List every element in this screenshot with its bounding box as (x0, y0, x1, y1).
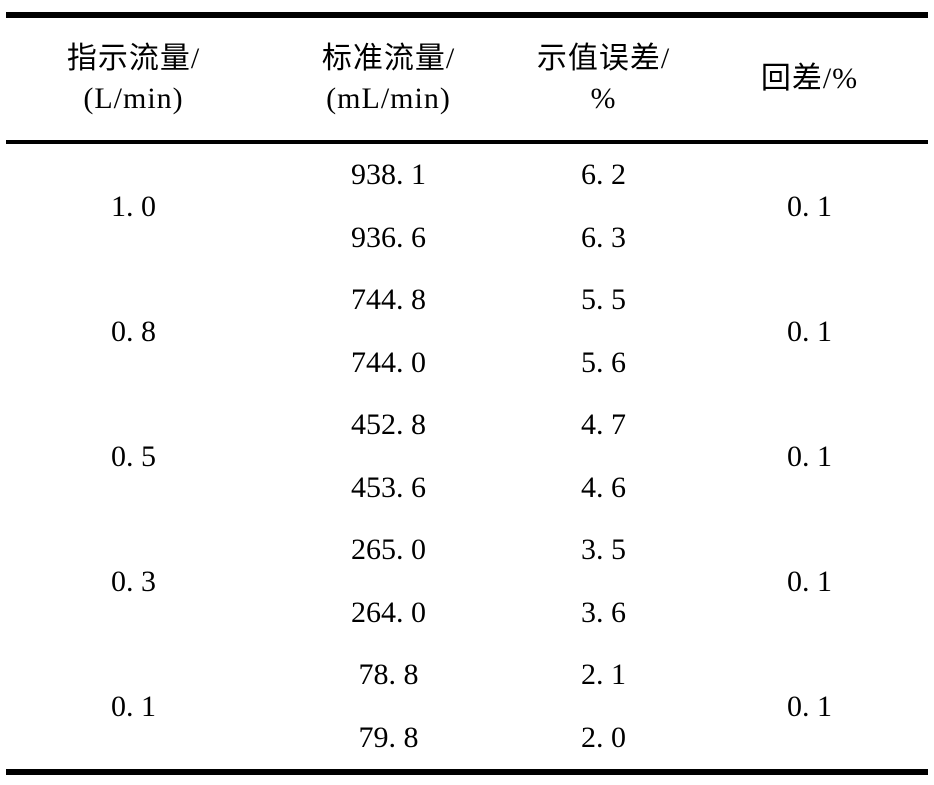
indicated-flow-value: 0. 8 (111, 314, 156, 348)
standard-flow-value-up: 78. 8 (358, 658, 419, 692)
hysteresis-value: 0. 1 (787, 189, 832, 223)
column-header-line2: % (590, 82, 617, 115)
column-header-hysteresis: 回差/% (691, 59, 928, 99)
standard-flow-value-down: 79. 8 (358, 720, 419, 754)
column-header-line1: 示值误差/ (536, 42, 671, 75)
error-value-down: 4. 6 (581, 470, 626, 504)
standard-flow-value-down: 264. 0 (351, 595, 426, 629)
error-value-up: 4. 7 (581, 408, 626, 442)
standard-flow-value-down: 453. 6 (351, 470, 426, 504)
column-header-indication-error: 示值误差/ % (516, 39, 691, 119)
hysteresis-value: 0. 1 (787, 564, 832, 598)
error-value-up: 5. 5 (581, 283, 626, 317)
column-header-line1: 回差/% (760, 62, 859, 95)
table-header-row: 指示流量/ (L/min) 标准流量/ (mL/min) 示值误差/ % 回差/… (6, 18, 928, 140)
table-body: 1. 0 938. 1 6. 2 936. 6 6. 3 0. 1 0. 8 7… (6, 144, 928, 769)
column-header-standard-flow: 标准流量/ (mL/min) (261, 39, 516, 119)
error-value-down: 2. 0 (581, 720, 626, 754)
error-value-up: 6. 2 (581, 158, 626, 192)
flow-row-group-3: 0. 5 452. 8 4. 7 453. 6 4. 6 0. 1 (6, 394, 928, 519)
table-header-rule (6, 140, 928, 144)
flow-row-group-5: 0. 1 78. 8 2. 1 79. 8 2. 0 0. 1 (6, 644, 928, 769)
standard-flow-value-up: 744. 8 (351, 283, 426, 317)
error-value-up: 2. 1 (581, 658, 626, 692)
column-header-line2: (mL/min) (326, 82, 451, 115)
column-header-indicated-flow: 指示流量/ (L/min) (6, 39, 261, 119)
indicated-flow-value: 1. 0 (111, 189, 156, 223)
table-bottom-rule (6, 769, 928, 775)
indicated-flow-value: 0. 1 (111, 689, 156, 723)
column-header-line1: 标准流量/ (321, 42, 456, 75)
standard-flow-value-up: 265. 0 (351, 533, 426, 567)
flow-row-group-1: 1. 0 938. 1 6. 2 936. 6 6. 3 0. 1 (6, 144, 928, 269)
error-value-down: 6. 3 (581, 220, 626, 254)
indicated-flow-value: 0. 5 (111, 439, 156, 473)
error-value-up: 3. 5 (581, 533, 626, 567)
column-header-line2: (L/min) (83, 82, 184, 115)
standard-flow-value-up: 938. 1 (351, 158, 426, 192)
hysteresis-value: 0. 1 (787, 689, 832, 723)
flow-row-group-2: 0. 8 744. 8 5. 5 744. 0 5. 6 0. 1 (6, 269, 928, 394)
indicated-flow-value: 0. 3 (111, 564, 156, 598)
standard-flow-value-up: 452. 8 (351, 408, 426, 442)
standard-flow-value-down: 936. 6 (351, 220, 426, 254)
standard-flow-value-down: 744. 0 (351, 345, 426, 379)
error-value-down: 5. 6 (581, 345, 626, 379)
flow-row-group-4: 0. 3 265. 0 3. 5 264. 0 3. 6 0. 1 (6, 519, 928, 644)
hysteresis-value: 0. 1 (787, 439, 832, 473)
hysteresis-value: 0. 1 (787, 314, 832, 348)
table-top-rule (6, 12, 928, 18)
error-value-down: 3. 6 (581, 595, 626, 629)
column-header-line1: 指示流量/ (66, 42, 201, 75)
